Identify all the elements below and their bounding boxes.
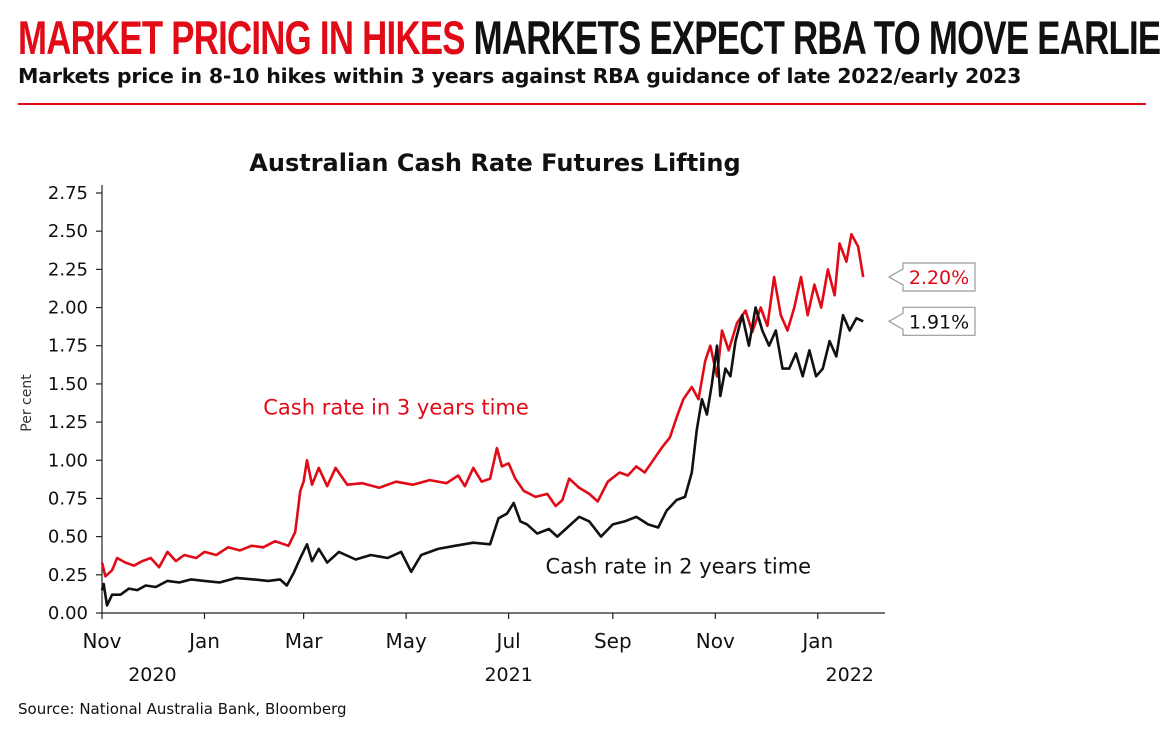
x-tick-label: Sep	[594, 629, 632, 653]
y-tick-label: 0.25	[48, 565, 88, 586]
headline: MARKET PRICING IN HIKES MARKETS EXPECT R…	[18, 12, 1160, 64]
x-tick-label: Nov	[82, 629, 121, 653]
cash-rate-chart: Australian Cash Rate Futures Lifting Per…	[19, 149, 976, 686]
end-callout-3y	[887, 262, 976, 292]
subtitle: Markets price in 8-10 hikes within 3 yea…	[18, 64, 1022, 88]
annotation-3y: Cash rate in 3 years time	[263, 395, 529, 419]
end-callout-2y	[887, 306, 976, 336]
annotations: Cash rate in 3 years time Cash rate in 2 …	[263, 395, 811, 578]
y-tick-label: 1.50	[48, 374, 88, 395]
source-note: Source: National Australia Bank, Bloombe…	[18, 700, 347, 718]
y-tick-label: 2.00	[48, 298, 88, 319]
y-axis: 0.00 0.25 0.50 0.75 1.00 1.25 1.50 1.75 2.00 2.25…	[48, 183, 103, 624]
series-line-2y	[100, 306, 864, 607]
headline-red: MARKET PRICING IN HIKES	[18, 11, 465, 64]
x-tick-label: Mar	[285, 629, 324, 653]
x-axis: Nov Jan Mar May Jul Sep Nov Jan 2020 2021 2022	[82, 612, 885, 686]
y-tick-label: 0.50	[48, 527, 88, 548]
y-tick-label: 0.75	[48, 488, 88, 509]
y-tick-label: 2.75	[48, 183, 88, 204]
x-tick-label: Nov	[696, 629, 735, 653]
y-tick-label: 2.25	[48, 259, 88, 280]
y-tick-label: 1.00	[48, 450, 88, 471]
x-tick-label: Jan	[800, 629, 833, 653]
series-line-3y	[100, 232, 865, 578]
end-labels: 2.20% 1.91%	[887, 262, 976, 336]
headline-black: MARKETS EXPECT RBA TO MOVE EARLIER	[473, 11, 1160, 64]
x-tick-label: Jul	[495, 629, 521, 653]
x-year-label: 2020	[128, 664, 176, 686]
end-label-3y: 2.20%	[909, 267, 969, 289]
y-tick-label: 0.00	[48, 603, 88, 624]
end-label-2y: 1.91%	[909, 311, 969, 333]
x-tick-label: May	[385, 629, 427, 653]
annotation-2y: Cash rate in 2 years time	[546, 554, 812, 578]
y-axis-label: Per cent	[19, 374, 35, 432]
header-divider	[18, 103, 1146, 105]
x-tick-label: Jan	[187, 629, 220, 653]
series-lines	[100, 232, 865, 607]
y-tick-label: 2.50	[48, 221, 88, 242]
y-tick-label: 1.25	[48, 412, 88, 433]
chart-title: Australian Cash Rate Futures Lifting	[249, 149, 740, 177]
x-year-label: 2021	[484, 664, 532, 686]
y-tick-label: 1.75	[48, 336, 88, 357]
x-year-label: 2022	[826, 664, 874, 686]
